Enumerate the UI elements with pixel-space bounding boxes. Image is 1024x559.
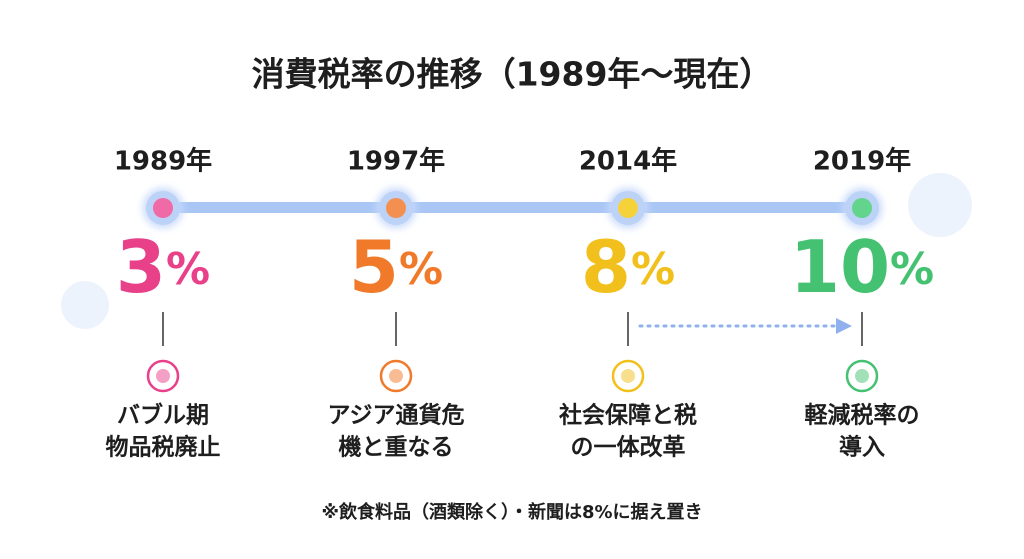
note: アジア通貨危 [327,402,464,429]
year: 2019年 [813,146,911,177]
icon [845,359,879,393]
decoration [61,281,109,329]
note: 物品税廃止 [106,434,221,461]
icon [379,359,413,393]
year: 2014年 [579,146,677,177]
icon-inner [389,369,403,383]
dot [852,198,872,218]
dot [386,198,406,218]
icon-inner [855,369,869,383]
rate: 5% [349,225,443,309]
rate-value: 5 [349,225,399,309]
year: 1989年 [114,146,212,177]
note: 社会保障と税 [559,402,697,429]
note: の一体改革 [571,435,686,461]
note: 導入 [839,434,885,461]
rate: 3% [116,225,210,309]
timeline [163,202,863,213]
rate-unit: % [890,244,934,295]
icon-inner [621,369,635,383]
note: 軽減税率の [805,402,920,429]
rate-unit: % [399,244,443,295]
note: バブル期 [117,402,209,429]
title: 消費税率の推移（1989年〜現在） [252,55,773,94]
arrow-head [836,318,852,334]
dot [153,198,173,218]
icon-inner [156,369,170,383]
icon [611,359,645,393]
rate-value: 3 [116,225,166,309]
footnote: ※飲食料品（酒類除く）・新聞は8%に据え置き [321,501,702,523]
note: 機と重なる [339,435,454,461]
rate: 10% [790,225,934,309]
rate-unit: % [631,244,675,295]
rate-unit: % [166,244,210,295]
dot [618,198,638,218]
icon [146,359,180,393]
year: 1997年 [347,146,445,177]
rate-value: 10 [790,225,890,309]
rate: 8% [581,225,675,309]
decoration [908,173,972,237]
rate-value: 8 [581,225,631,309]
